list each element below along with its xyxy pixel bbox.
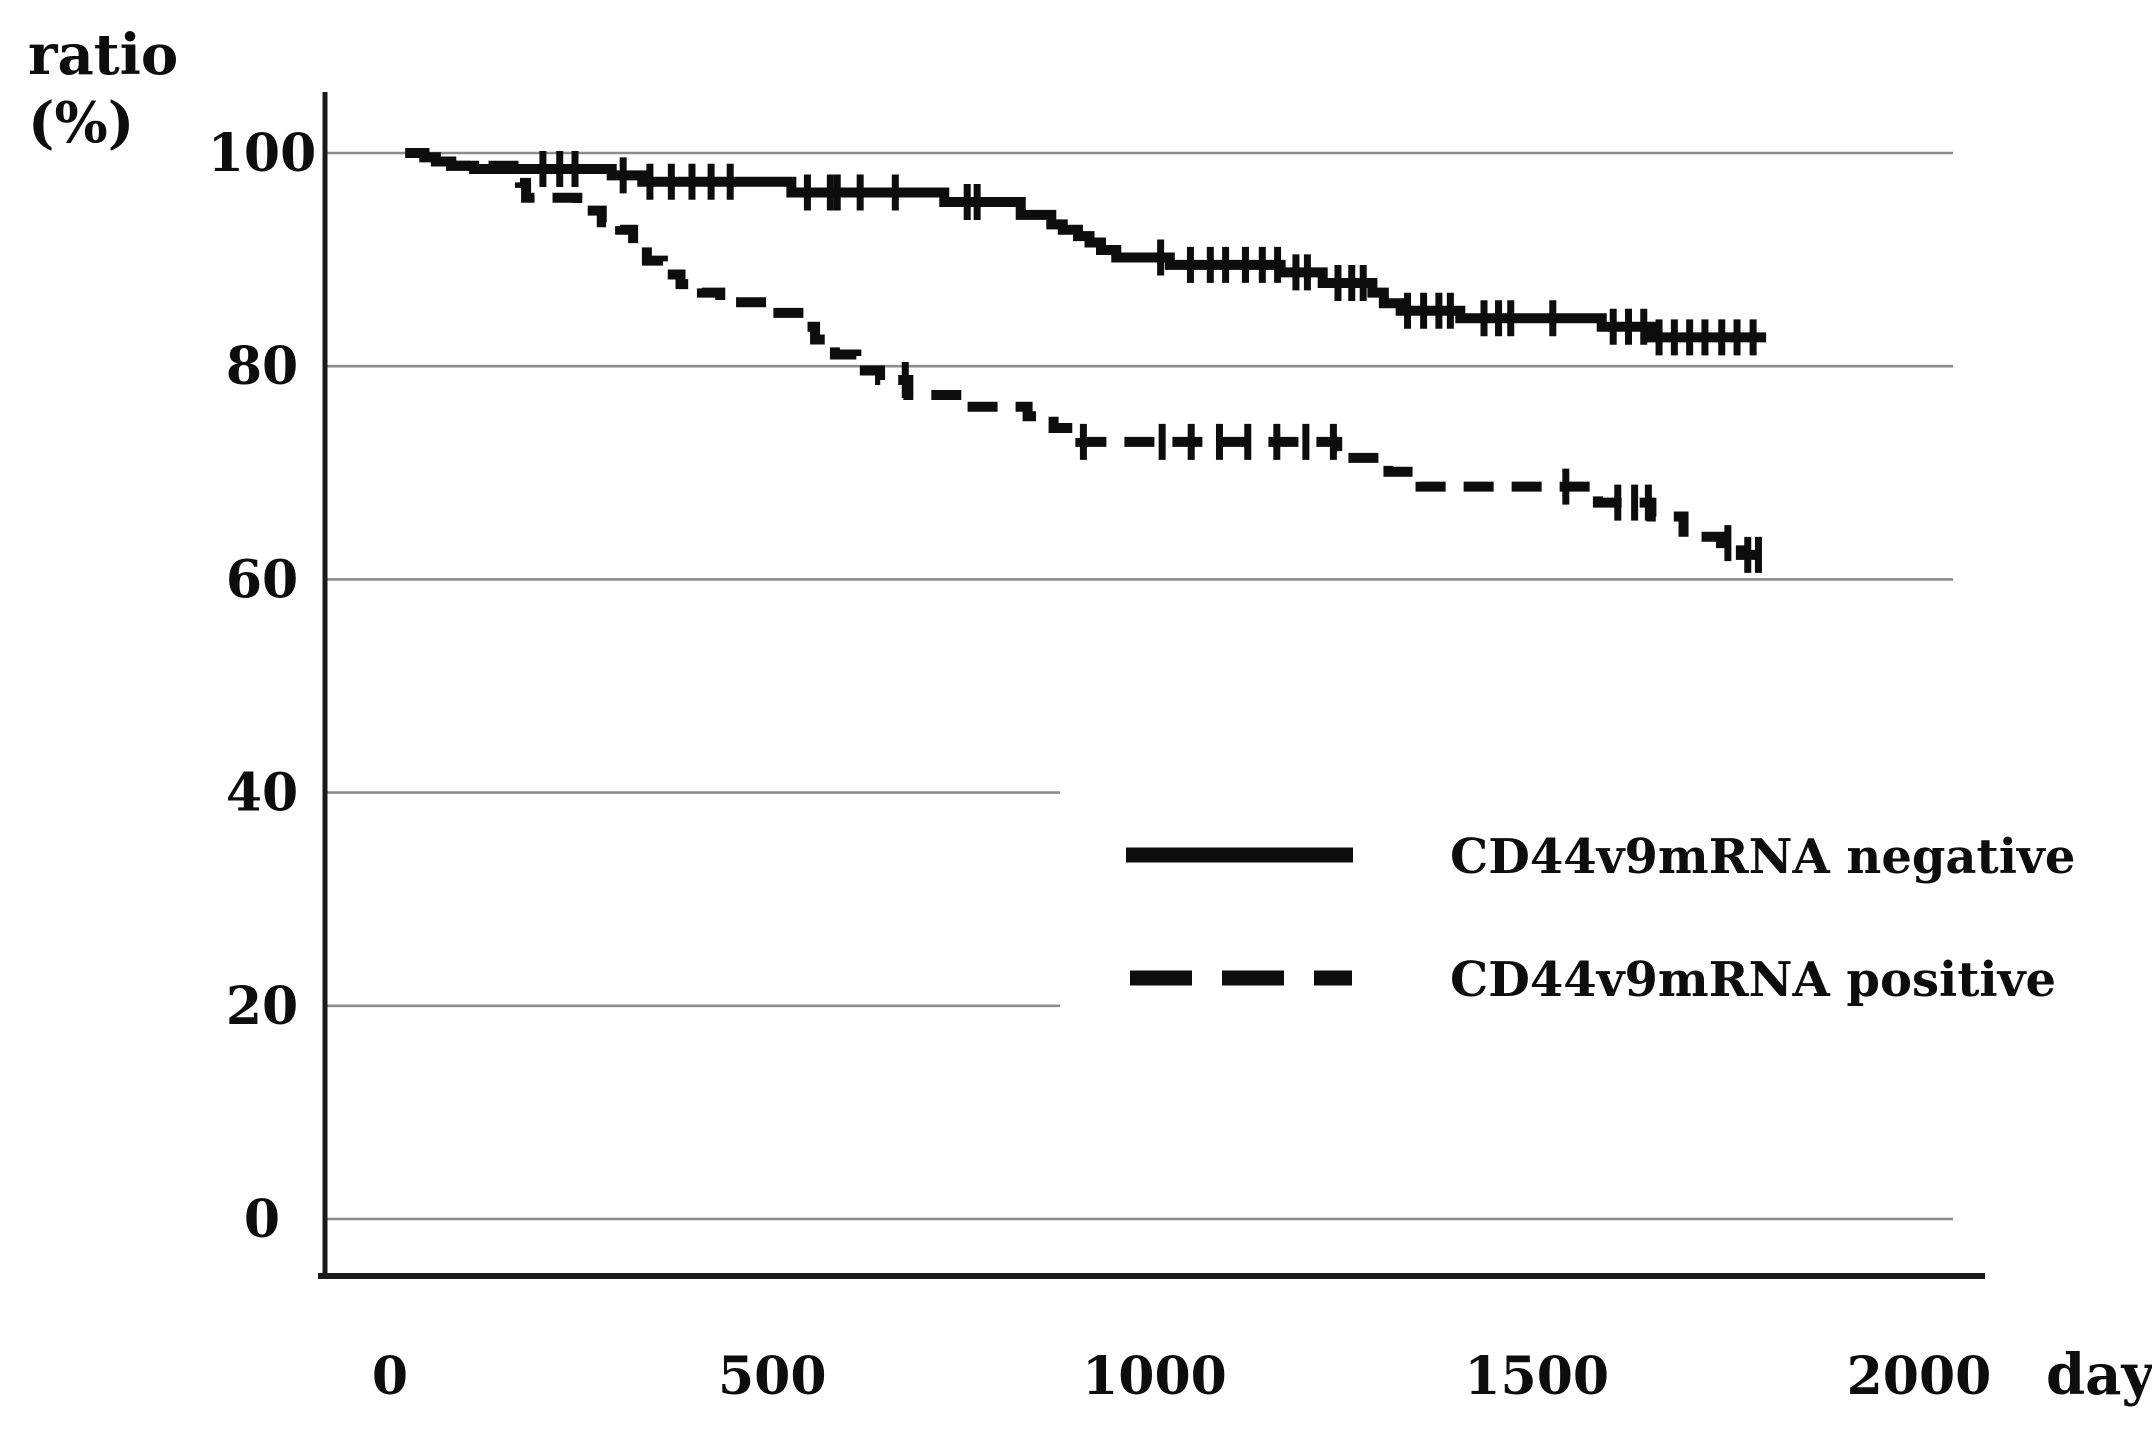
y-tick-label-40: 40 <box>226 763 298 824</box>
y-tick-label-0: 0 <box>244 1189 280 1250</box>
x-tick-label-500: 500 <box>718 1346 827 1407</box>
gridline-layer <box>327 151 1953 1221</box>
axis-layer <box>318 92 1985 1279</box>
x-tick-label-1500: 1500 <box>1464 1346 1609 1407</box>
x-tick-label-1000: 1000 <box>1082 1346 1227 1407</box>
curve-layer <box>405 148 1772 573</box>
legend <box>1126 847 1353 986</box>
legend-label-positive: CD44v9mRNA positive <box>1450 952 2056 1008</box>
y-tick-label-20: 20 <box>226 976 298 1037</box>
y-tick-label-80: 80 <box>226 336 298 397</box>
y-tick-label-100: 100 <box>208 123 317 184</box>
x-axis-title: day <box>2046 1342 2152 1408</box>
x-tick-label-2000: 2000 <box>1847 1346 1992 1407</box>
curve-negative <box>405 148 1767 343</box>
censor-marks-positive <box>901 362 1762 573</box>
label-layer: ratio (%) day CD44v9mRNA negative CD44v9… <box>28 22 2152 1408</box>
x-tick-label-0: 0 <box>372 1346 408 1407</box>
legend-label-negative: CD44v9mRNA negative <box>1450 829 2075 885</box>
y-axis-title-line1: ratio <box>28 22 178 88</box>
y-axis-title-line2: (%) <box>28 90 134 156</box>
censor-marks-negative <box>539 150 1757 356</box>
y-tick-label-60: 60 <box>226 549 298 610</box>
curve-positive <box>405 148 1772 560</box>
